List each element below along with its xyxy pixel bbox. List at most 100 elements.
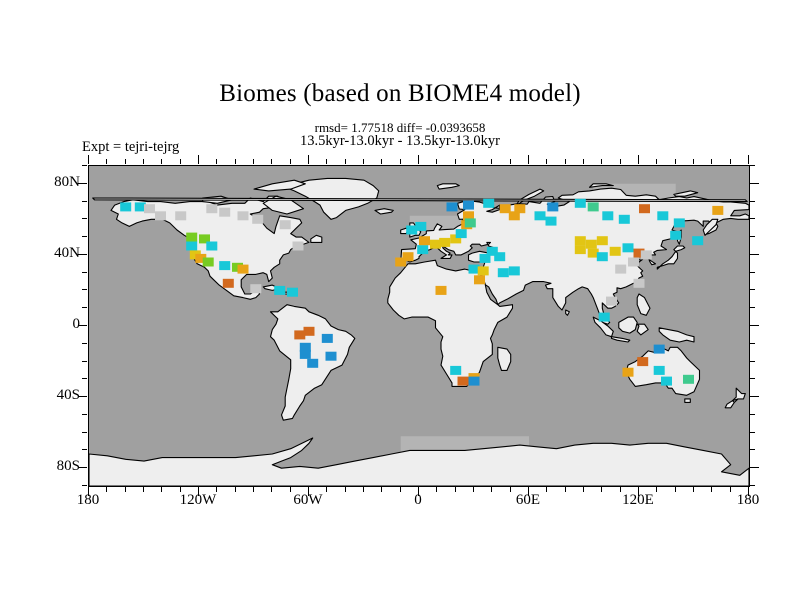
- biome-marker: [287, 287, 298, 297]
- x-tick-mark: [711, 159, 713, 164]
- x-tick-mark: [326, 159, 328, 164]
- y-axis-tick-label: 80N: [54, 173, 80, 190]
- y-tick-mark: [82, 378, 87, 380]
- y-tick-mark: [82, 271, 87, 273]
- y-tick-mark: [750, 218, 755, 220]
- biome-marker: [468, 264, 480, 274]
- biome-marker: [609, 246, 621, 256]
- biome-marker: [587, 248, 599, 258]
- landmass-hokkaido: [673, 245, 686, 252]
- biome-marker: [712, 205, 724, 215]
- biome-marker: [237, 211, 249, 221]
- x-tick-mark: [106, 159, 108, 164]
- biome-marker: [545, 216, 557, 226]
- x-tick-mark: [399, 159, 401, 164]
- biome-marker: [395, 257, 407, 267]
- world-map: [89, 166, 749, 486]
- x-tick-mark: [583, 487, 584, 492]
- biome-marker: [186, 241, 198, 251]
- x-tick-mark: [619, 159, 621, 164]
- x-tick-mark: [234, 159, 236, 164]
- biome-marker: [494, 252, 506, 262]
- biome-marker: [633, 278, 645, 288]
- biome-marker: [446, 202, 458, 212]
- biome-marker: [155, 211, 166, 221]
- x-tick-mark: [436, 487, 438, 492]
- x-tick-mark: [143, 487, 144, 492]
- x-tick-mark: [546, 487, 548, 492]
- biome-marker: [622, 243, 634, 253]
- x-tick-mark: [363, 159, 364, 164]
- biome-marker: [615, 264, 627, 274]
- x-tick-mark: [179, 159, 181, 164]
- x-tick-mark: [473, 487, 474, 492]
- biome-marker: [653, 365, 665, 375]
- x-tick-mark: [509, 159, 511, 164]
- x-tick-mark: [326, 487, 328, 492]
- x-tick-mark: [638, 155, 639, 164]
- landmass-nz2: [731, 398, 739, 403]
- biome-marker: [144, 204, 155, 214]
- x-tick-mark: [564, 487, 566, 492]
- land-layer: [89, 177, 749, 486]
- x-tick-mark: [711, 487, 713, 492]
- landmass-newzealand: [724, 387, 746, 409]
- x-tick-mark: [289, 159, 291, 164]
- x-axis-tick-label: 180: [736, 492, 760, 508]
- landmass-svalbard: [436, 183, 460, 190]
- x-tick-mark: [418, 487, 419, 496]
- biome-marker: [435, 285, 447, 295]
- x-tick-mark: [308, 487, 309, 496]
- x-tick-mark: [546, 159, 548, 164]
- y-axis-tick-label: 0: [72, 316, 81, 332]
- biome-marker: [534, 211, 546, 221]
- x-tick-mark: [216, 159, 218, 164]
- biome-marker: [463, 211, 474, 221]
- x-tick-mark: [674, 159, 676, 164]
- map-plot-area[interactable]: [88, 165, 750, 487]
- landmass-antarctica: [89, 437, 749, 486]
- x-tick-mark: [729, 487, 731, 492]
- x-tick-mark: [88, 155, 89, 164]
- x-tick-mark: [143, 159, 144, 164]
- biome-marker: [415, 221, 427, 231]
- biome-marker: [637, 357, 649, 367]
- biome-marker: [450, 234, 462, 244]
- x-tick-mark: [564, 159, 566, 164]
- y-tick-mark: [82, 360, 87, 362]
- landmass-ellesmere: [253, 179, 306, 192]
- biome-marker: [303, 326, 315, 336]
- x-tick-mark: [344, 487, 346, 492]
- biome-marker: [622, 367, 634, 377]
- biome-marker: [640, 250, 652, 260]
- x-tick-mark: [179, 487, 181, 492]
- x-tick-mark: [271, 159, 273, 164]
- x-tick-mark: [381, 487, 383, 492]
- x-tick-mark: [124, 487, 126, 492]
- x-tick-mark: [454, 159, 456, 164]
- x-axis-tick-label: 60W: [293, 492, 323, 508]
- stats-annotation: rmsd= 1.77518 diff= -0.0393658: [314, 120, 486, 135]
- landmass-newsib: [673, 190, 699, 197]
- y-tick-mark: [82, 431, 87, 433]
- biome-marker: [547, 202, 559, 212]
- biome-marker: [606, 296, 617, 306]
- y-tick-mark: [750, 449, 755, 451]
- y-tick-mark: [750, 378, 755, 380]
- biome-marker: [294, 330, 306, 340]
- y-tick-mark: [82, 485, 87, 486]
- biome-marker: [486, 246, 498, 256]
- biome-marker: [657, 211, 669, 221]
- biome-marker: [574, 198, 586, 208]
- biome-marker: [120, 202, 132, 212]
- x-tick-mark: [418, 155, 419, 164]
- x-tick-mark: [729, 159, 731, 164]
- biome-marker: [292, 241, 304, 251]
- biome-marker-layer: [120, 198, 724, 386]
- biome-marker: [274, 285, 286, 295]
- biome-marker: [628, 257, 639, 267]
- y-tick-mark: [750, 289, 755, 291]
- x-tick-mark: [381, 159, 383, 164]
- y-tick-mark: [750, 307, 755, 309]
- biome-marker: [673, 218, 685, 228]
